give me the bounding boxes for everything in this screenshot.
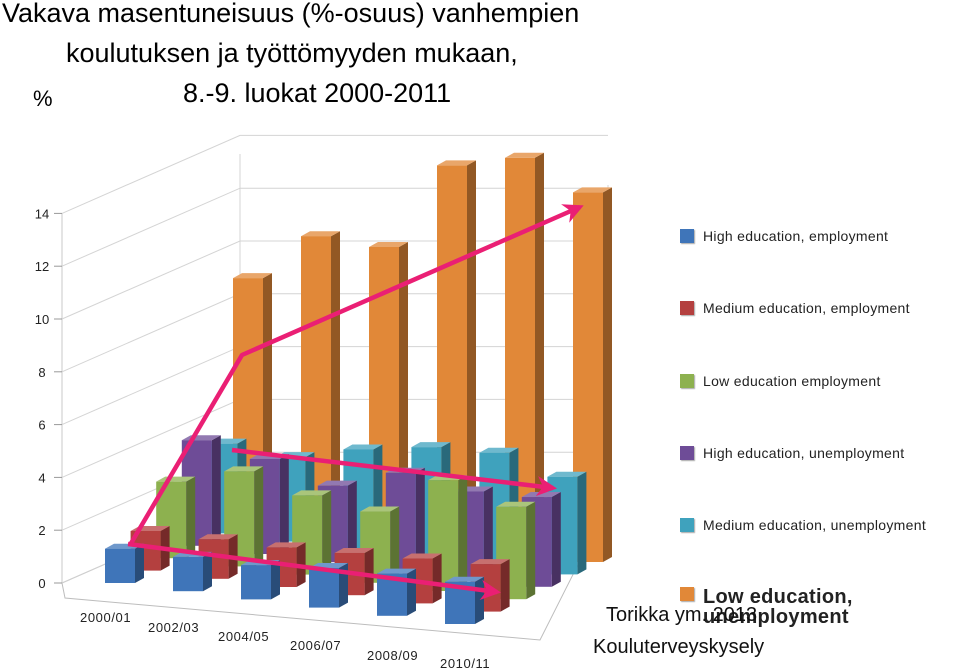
x-tick-label: 2010/11 [440, 656, 490, 671]
legend-label: Low education, unemployment [703, 586, 853, 628]
chart-title-line-2: koulutuksen ja työttömyyden mukaan, [66, 38, 518, 68]
chart-title-line-3: 8.-9. luokat 2000-2011 [183, 78, 452, 108]
legend-label: High education, employment [703, 228, 889, 244]
legend-swatch [680, 446, 694, 460]
trend-arrow-high-education-employment [127, 541, 502, 600]
trend-arrow-low-education-unemployment [128, 204, 584, 547]
y-axis-unit-label: % [33, 86, 53, 111]
y-axis-ticks: 0 2 4 6 8 10 12 14 [35, 206, 62, 591]
legend-swatch [680, 301, 694, 315]
bar-low-education-unemployment-2006-07 [437, 160, 476, 546]
x-tick-label: 2000/01 [80, 610, 131, 625]
legend-item: High education, employment [680, 226, 888, 246]
x-tick-label: 2002/03 [148, 620, 199, 635]
bar-high-education-employment-2000-01 [105, 543, 144, 583]
chart-bars [105, 152, 612, 624]
y-tick-label: 12 [35, 259, 49, 274]
y-tick-label: 6 [38, 418, 45, 433]
bar-low-education-unemployment-2010-11 [573, 187, 612, 562]
legend-swatch [680, 587, 694, 601]
y-tick-label: 4 [38, 470, 45, 485]
legend-item: Low education employment [680, 371, 881, 391]
y-tick-label: 2 [38, 523, 45, 538]
y-tick-label: 0 [38, 576, 45, 591]
gridline [61, 240, 608, 320]
legend-label: Low education employment [703, 373, 881, 389]
bar-high-education-unemployment-2000-01 [181, 435, 221, 546]
chart-title-line-1: Vakava masentuneisuus (%-osuus) vanhempi… [2, 0, 580, 28]
legend-label: Medium education, unemployment [703, 517, 927, 533]
x-tick-label: 2004/05 [218, 629, 269, 644]
x-tick-label: 2008/09 [367, 648, 418, 663]
legend-label: Medium education, employment [703, 300, 910, 316]
gridline [61, 187, 608, 267]
source-credit-authors: Torikka ym. 2013 [606, 604, 758, 626]
bar-high-education-employment-2002-03 [173, 551, 212, 592]
bar-low-education-unemployment-2008-09 [505, 152, 544, 554]
y-tick-label: 14 [35, 206, 49, 221]
x-axis-ticks: 2000/01 2002/03 2004/05 2006/07 2008/09 2010/… [80, 610, 490, 671]
legend-item: High education, unemployment [680, 443, 904, 463]
legend-swatch [680, 518, 694, 532]
legend-item: Medium education, unemployment [680, 515, 926, 535]
source-credit-survey: Kouluterveyskysely [593, 636, 765, 658]
bar-low-education-unemployment-2002-03 [301, 231, 340, 530]
bar-low-education-employment-2002-03 [224, 466, 264, 567]
trend-arrows [127, 204, 584, 600]
y-tick-label: 10 [35, 312, 49, 327]
x-tick-label: 2006/07 [290, 638, 341, 653]
gridline [61, 134, 608, 214]
legend-item: Low education, unemployment [680, 587, 893, 627]
legend-label: High education, unemployment [703, 445, 905, 461]
legend-item: Medium education, employment [680, 298, 910, 318]
legend-swatch [680, 229, 694, 243]
legend-swatch [680, 374, 694, 388]
y-tick-label: 8 [38, 365, 45, 380]
bar-high-education-employment-2004-05 [241, 560, 280, 600]
trend-arrow-high-education-unemployment [231, 447, 558, 497]
